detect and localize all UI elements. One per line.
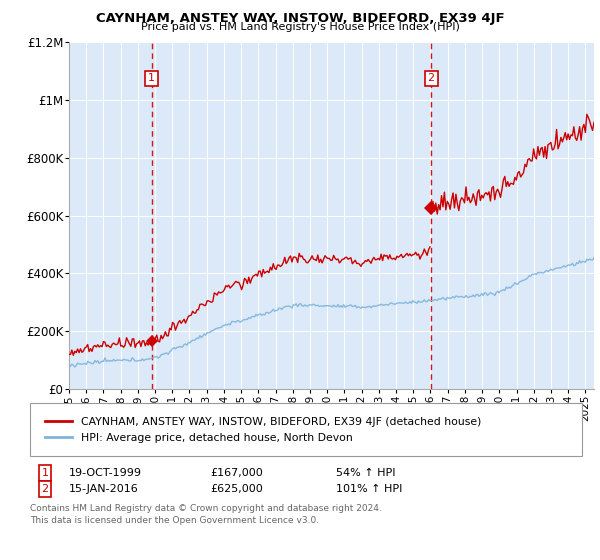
Text: 101% ↑ HPI: 101% ↑ HPI: [336, 484, 403, 494]
Text: 15-JAN-2016: 15-JAN-2016: [69, 484, 139, 494]
Text: Price paid vs. HM Land Registry's House Price Index (HPI): Price paid vs. HM Land Registry's House …: [140, 22, 460, 32]
Text: 2: 2: [41, 484, 49, 494]
Text: £625,000: £625,000: [210, 484, 263, 494]
Text: £167,000: £167,000: [210, 468, 263, 478]
Text: CAYNHAM, ANSTEY WAY, INSTOW, BIDEFORD, EX39 4JF: CAYNHAM, ANSTEY WAY, INSTOW, BIDEFORD, E…: [95, 12, 505, 25]
Text: 54% ↑ HPI: 54% ↑ HPI: [336, 468, 395, 478]
Text: 1: 1: [41, 468, 49, 478]
Text: Contains HM Land Registry data © Crown copyright and database right 2024.
This d: Contains HM Land Registry data © Crown c…: [30, 504, 382, 525]
Text: 1: 1: [148, 73, 155, 83]
Text: 19-OCT-1999: 19-OCT-1999: [69, 468, 142, 478]
Text: 2: 2: [428, 73, 435, 83]
Legend: CAYNHAM, ANSTEY WAY, INSTOW, BIDEFORD, EX39 4JF (detached house), HPI: Average p: CAYNHAM, ANSTEY WAY, INSTOW, BIDEFORD, E…: [41, 413, 486, 447]
FancyBboxPatch shape: [30, 403, 582, 456]
